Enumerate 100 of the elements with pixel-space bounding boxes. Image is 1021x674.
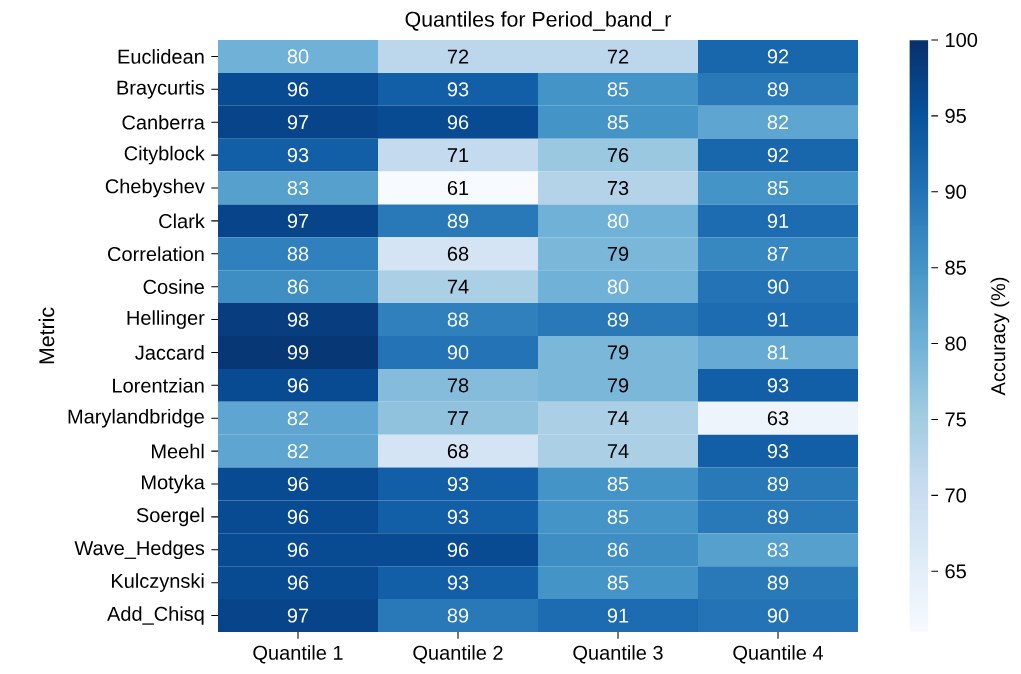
chart-title: Quantiles for Period_band_r	[405, 11, 671, 31]
y-tick-label: Kulczynski	[112, 573, 204, 592]
y-tick-label: Cityblock	[124, 145, 205, 165]
data-label: 87	[767, 246, 789, 261]
data-label: 93	[767, 444, 789, 459]
color-bar-label: 70	[945, 488, 966, 503]
data-label: 78	[447, 378, 469, 393]
data-label: 86	[607, 542, 629, 557]
data-label: 73	[607, 180, 629, 196]
data-label: 90	[767, 608, 789, 623]
y-tick-label: Lorentzian	[113, 377, 204, 393]
color-bar-title: Accuracy (%)	[990, 277, 1010, 396]
color-bar-label: 65	[945, 564, 966, 579]
y-axis-title: Metric	[38, 307, 55, 364]
y-tick-label: Wave_Hedges	[74, 540, 205, 560]
x-tick-label: Quantile 4	[733, 645, 823, 664]
data-label: 96	[287, 378, 309, 393]
data-label: 72	[607, 49, 629, 64]
y-tick-label: Motyka	[142, 474, 205, 494]
data-label: 72	[447, 49, 469, 64]
data-label: 68	[447, 444, 469, 459]
color-bar-label: 90	[945, 184, 966, 199]
data-label: 97	[287, 608, 309, 623]
data-label: 85	[607, 509, 629, 524]
data-label: 82	[287, 411, 309, 426]
data-label: 89	[607, 312, 629, 327]
data-label: 71	[447, 148, 469, 162]
data-label: 89	[447, 213, 469, 228]
data-label: 80	[287, 49, 309, 64]
data-label: 85	[607, 82, 629, 97]
data-label: 89	[447, 608, 469, 623]
color-bar-label: 80	[945, 336, 966, 351]
y-tick-label: Canberra	[122, 114, 205, 130]
y-tick-label: Marylandbridge	[68, 408, 204, 428]
data-label: 61	[447, 180, 469, 196]
data-label: 80	[607, 213, 629, 228]
data-label: 90	[447, 345, 469, 360]
x-tick-label: Quantile 2	[413, 645, 503, 664]
data-label: 74	[607, 411, 629, 426]
data-label: 98	[287, 312, 309, 327]
data-label: 68	[447, 246, 469, 261]
data-label: 88	[287, 246, 309, 261]
data-label: 90	[767, 279, 789, 294]
data-label: 92	[767, 148, 789, 163]
data-label: 89	[767, 575, 789, 590]
data-label: 79	[607, 246, 629, 261]
data-label: 93	[447, 476, 469, 492]
data-label: 76	[607, 148, 629, 163]
data-label: 93	[447, 575, 469, 590]
color-bar-label: 75	[945, 412, 966, 427]
y-tick-label: Correlation	[108, 246, 204, 262]
data-label: 93	[287, 148, 309, 163]
x-tick-label: Quantile 1	[253, 645, 343, 664]
data-label: 89	[767, 82, 789, 97]
y-tick-label: Braycurtis	[117, 80, 205, 99]
y-tick-label: Cosine	[143, 279, 204, 294]
data-label: 93	[447, 82, 469, 97]
data-label: 91	[767, 312, 789, 327]
y-tick-label: Clark	[159, 213, 205, 229]
y-tick-label: Jaccard	[135, 345, 204, 360]
data-label: 83	[287, 180, 309, 196]
data-label: 99	[287, 345, 309, 360]
data-label: 88	[447, 312, 469, 327]
data-label: 96	[287, 542, 309, 557]
data-label: 89	[767, 476, 789, 492]
y-tick-label: Euclidean	[118, 49, 204, 64]
data-label: 91	[607, 608, 629, 623]
data-label: 85	[607, 575, 629, 590]
data-label: 79	[607, 345, 629, 360]
y-tick-label: Meehl	[152, 443, 204, 459]
data-label: 83	[767, 542, 789, 557]
data-label: 93	[447, 509, 469, 524]
data-label: 85	[607, 115, 629, 130]
data-label: 82	[287, 444, 309, 459]
y-tick-label: Hellinger	[127, 310, 205, 329]
data-label: 96	[287, 476, 309, 492]
data-label: 85	[607, 476, 629, 492]
data-label: 89	[767, 509, 789, 524]
x-tick-label: Quantile 3	[573, 645, 663, 664]
data-label: 74	[607, 444, 629, 458]
data-label: 77	[447, 411, 469, 426]
data-label: 97	[287, 213, 309, 228]
color-bar-label: 85	[945, 260, 966, 275]
color-bar-label: 95	[945, 108, 966, 123]
data-label: 63	[767, 411, 789, 426]
y-tick-label: Chebyshev	[105, 178, 205, 198]
y-tick-label: Soergel	[136, 507, 204, 527]
data-label: 96	[447, 115, 469, 130]
data-label: 96	[447, 542, 469, 557]
data-label: 96	[287, 509, 309, 524]
y-tick-label: Add_Chisq	[107, 606, 204, 625]
data-label: 82	[767, 115, 789, 130]
data-label: 93	[767, 378, 789, 393]
data-label: 92	[767, 49, 789, 64]
data-label: 81	[767, 345, 789, 360]
color-bar-label: 100	[946, 32, 978, 48]
data-label: 74	[447, 279, 469, 294]
data-label: 86	[287, 279, 309, 294]
data-label: 97	[287, 115, 309, 130]
data-label: 96	[287, 82, 309, 97]
